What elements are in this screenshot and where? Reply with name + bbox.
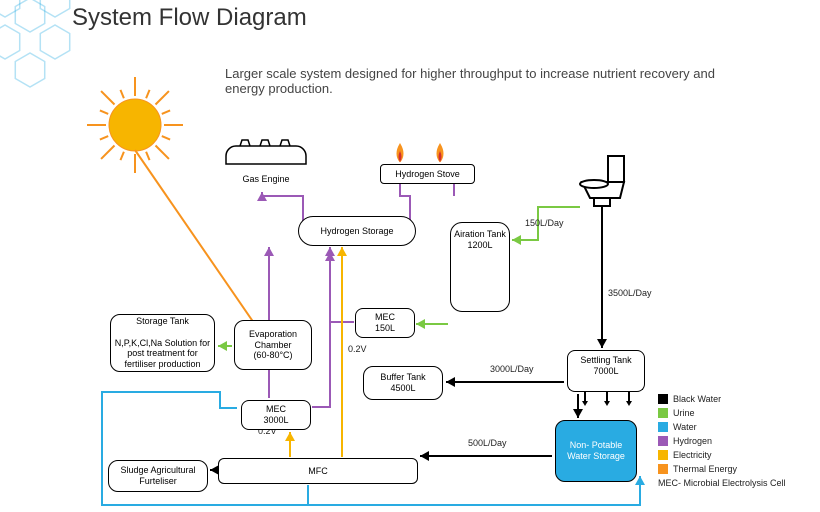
legend-urine: Urine: [658, 408, 695, 418]
page-title: System Flow Diagram: [72, 4, 307, 32]
node-nps: Non- Potable Water Storage: [555, 420, 637, 482]
legend-black_water: Black Water: [658, 394, 721, 404]
node-mfc: MFC: [218, 458, 418, 484]
node-buffer: Buffer Tank4500L: [363, 366, 443, 400]
node-hydrogen_stove: Hydrogen Stove: [380, 164, 475, 184]
node-storage: Storage TankN,P,K,Cl,Na Solution for pos…: [110, 314, 215, 372]
svg-text:150L/Day: 150L/Day: [525, 218, 564, 228]
node-sludge: Sludge Agricultural Furteliser: [108, 460, 208, 492]
legend-hydrogen: Hydrogen: [658, 436, 712, 446]
svg-text:0.2V: 0.2V: [348, 344, 367, 354]
legend-water: Water: [658, 422, 697, 432]
legend-def-0: MEC- Microbial Electrolysis Cell: [658, 478, 786, 488]
node-airation: Airation Tank 1200L: [450, 222, 510, 312]
svg-text:3500L/Day: 3500L/Day: [608, 288, 652, 298]
node-evap: Evaporation Chamber(60-80°C): [234, 320, 312, 370]
node-mec150: MEC150L: [355, 308, 415, 338]
svg-text:500L/Day: 500L/Day: [468, 438, 507, 448]
node-hydrogen_storage: Hydrogen Storage: [298, 216, 416, 246]
subtitle: Larger scale system designed for higher …: [225, 66, 725, 96]
legend-thermal: Thermal Energy: [658, 464, 737, 474]
node-gas_engine: Gas Engine: [226, 166, 306, 192]
node-settling: Settling Tank7000L: [567, 350, 645, 392]
legend-electricity: Electricity: [658, 450, 712, 460]
node-mec3000: MEC3000L: [241, 400, 311, 430]
svg-text:3000L/Day: 3000L/Day: [490, 364, 534, 374]
